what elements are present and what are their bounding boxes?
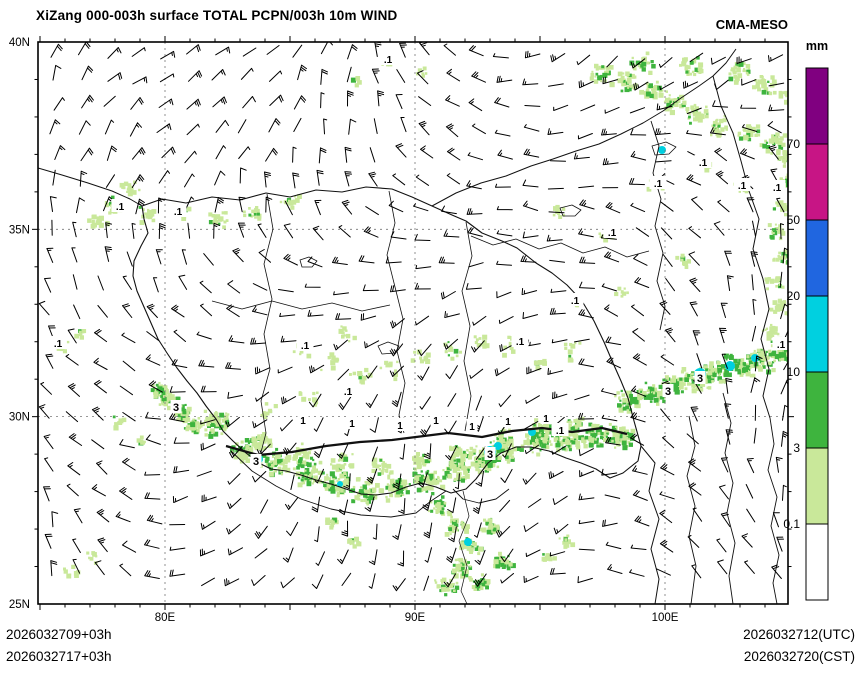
- contour-label: 1: [505, 417, 511, 428]
- colorbar-level-label: 0.1: [783, 517, 800, 531]
- colorbar-level-label: 50: [787, 213, 801, 227]
- contour-label: 1: [349, 419, 355, 430]
- footer-init-cst: 2026032717+03h: [6, 649, 112, 664]
- contour-label: .1: [777, 340, 786, 351]
- contour-label-box: [540, 411, 552, 424]
- contour-label-box: [662, 384, 674, 397]
- colorbar-level-label: 10: [787, 365, 801, 379]
- contour-label-box: [394, 418, 406, 431]
- precip-layer: [56, 51, 788, 597]
- colorbar-level-label: 20: [787, 289, 801, 303]
- colorbar-segment: [806, 448, 828, 525]
- contour-label-box: [466, 419, 478, 432]
- contour-label-box: [297, 413, 309, 426]
- contour-label: 3: [665, 386, 671, 398]
- contour-label-box: [430, 413, 442, 426]
- contour-label: .1: [738, 181, 747, 192]
- lat-label: 25N: [9, 599, 30, 611]
- footer-left: 2026032709+03h 2026032717+03h: [6, 624, 112, 668]
- contour-label-box: [346, 416, 358, 429]
- map-frame-bg: [38, 42, 788, 604]
- contour-label-box: [603, 225, 621, 238]
- colorbar-segment: [806, 220, 828, 297]
- contour-label: 3: [253, 456, 259, 468]
- contour-label: .1: [301, 341, 310, 352]
- contour-label: 3: [173, 402, 179, 414]
- contour-label: .1: [116, 202, 125, 213]
- contour-label: .1: [608, 228, 617, 239]
- contour-label: 1: [433, 416, 439, 427]
- lat-label: 35N: [9, 224, 30, 236]
- colorbar-segment: [806, 524, 828, 601]
- contour-label-box: [649, 176, 667, 189]
- contour-label: .1: [556, 426, 565, 437]
- colorbar: 70 50 20 10 3 0.1 mm: [783, 39, 829, 601]
- contour-label-box: [566, 293, 584, 306]
- contour-label-box: [49, 336, 67, 349]
- contour-label-box: [694, 371, 706, 384]
- colorbar-segment: [806, 68, 828, 145]
- contour-label-box: [169, 204, 187, 217]
- contour-label: .1: [384, 55, 393, 66]
- footer-valid-cst: 2026032720(CST): [743, 649, 855, 664]
- lon-label: 80E: [155, 612, 176, 624]
- contour-label-box: [379, 52, 397, 65]
- lon-label: 100E: [652, 612, 679, 624]
- colorbar-segment: [806, 372, 828, 449]
- contour-label: .1: [571, 296, 580, 307]
- contour-label-box: [511, 334, 529, 347]
- wind-barbs-layer: [38, 42, 788, 592]
- contour-label-box: [250, 454, 262, 467]
- contour-label-box: [502, 414, 514, 427]
- colorbar-level-label: 3: [793, 441, 800, 455]
- footer-right: 2026032712(UTC) 2026032720(CST): [743, 624, 855, 668]
- value-labels-layer: 3 3 3 3 3 1 1 1 1 1 1 1 .1 .1 .1 .1 .1 .1 .1 .1 .1 .1 .1 .1 .1 .1…: [49, 52, 790, 468]
- contour-label: 3: [697, 373, 703, 385]
- contour-label: .1: [516, 337, 525, 348]
- contour-label: .1: [699, 158, 708, 169]
- contour-label: 1: [397, 421, 403, 432]
- footer-valid-utc: 2026032712(UTC): [743, 627, 855, 642]
- contour-label-box: [111, 199, 129, 212]
- map-frame: [37, 41, 789, 605]
- boundaries-layer: [38, 48, 780, 604]
- colorbar-segment: [806, 144, 828, 221]
- contour-label-box: [772, 337, 790, 350]
- contour-label: 1: [469, 422, 475, 433]
- contour-label-box: [768, 180, 786, 193]
- lon-label: 90E: [405, 612, 426, 624]
- lat-label: 30N: [9, 412, 30, 424]
- contour-label: .1: [174, 207, 183, 218]
- contour-label-box: [484, 447, 496, 460]
- contour-label-box: [551, 423, 569, 436]
- contour-label: 1: [300, 416, 306, 427]
- axis-labels: 40N 35N 30N 25N 80E 90E 100E: [9, 37, 679, 624]
- lat-label: 40N: [9, 37, 30, 49]
- colorbar-segment: [806, 296, 828, 373]
- contour-label-box: [339, 384, 357, 397]
- model-name: CMA-MESO: [715, 17, 788, 32]
- map-title: XiZang 000-003h surface TOTAL PCPN/003h …: [36, 8, 398, 23]
- colorbar-unit-label: mm: [806, 39, 828, 53]
- contour-label: .1: [654, 179, 663, 190]
- contour-label: .1: [344, 387, 353, 398]
- colorbar-level-label: 70: [787, 137, 801, 151]
- contour-label-box: [733, 178, 751, 191]
- footer-init-utc: 2026032709+03h: [6, 627, 112, 642]
- contour-label-box: [296, 338, 314, 351]
- contour-label-box: [170, 400, 182, 413]
- contour-label: .1: [54, 339, 63, 350]
- contour-label-box: [694, 155, 712, 168]
- contour-label: 3: [487, 449, 493, 461]
- contour-label: 1: [543, 414, 549, 425]
- contour-label: .1: [773, 183, 782, 194]
- axis-ticks: [32, 36, 794, 610]
